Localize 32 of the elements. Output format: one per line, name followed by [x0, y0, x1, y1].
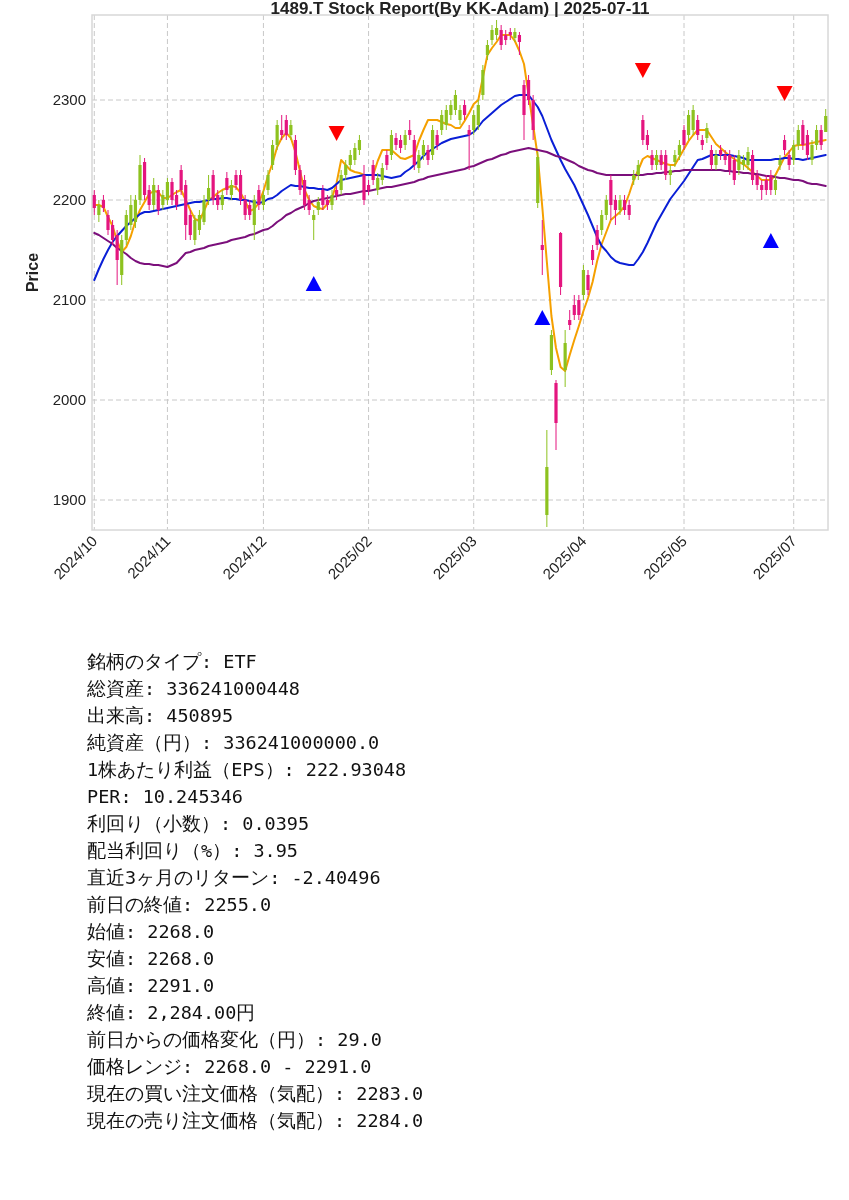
- y-tick-label: 2100: [52, 291, 86, 308]
- point: [534, 310, 551, 325]
- text: 始値: 2268.0: [87, 921, 215, 942]
- point: [776, 86, 793, 101]
- text: 価格レンジ: 2268.0 - 2291.0: [87, 1056, 372, 1077]
- text: 出来高: 450895: [87, 705, 234, 726]
- point: [634, 63, 651, 78]
- text: 総資産: 336241000448: [86, 678, 300, 699]
- text: 終値: 2,284.00円: [86, 1002, 256, 1023]
- y-tick-label: 1900: [52, 491, 86, 508]
- text: 前日からの価格変化（円）: 29.0: [87, 1029, 382, 1050]
- text: 利回り（小数）: 0.0395: [87, 813, 310, 834]
- text: 純資産（円）: 336241000000.0: [87, 732, 380, 753]
- text: 現在の売り注文価格（気配）: 2284.0: [87, 1110, 424, 1131]
- point: [328, 126, 345, 141]
- chart-title: 1489.T Stock Report(By KK-Adam) | 2025-07-11: [270, 0, 650, 18]
- point: [305, 276, 322, 291]
- line-series: [93, 147, 827, 268]
- text: 前日の終値: 2255.0: [87, 894, 272, 915]
- text: 高値: 2291.0: [87, 975, 215, 996]
- text: 1株あたり利益（EPS）: 222.93048: [87, 759, 407, 780]
- y-tick-label: 2300: [52, 91, 86, 108]
- text: 直近3ヶ月のリターン: -2.40496: [87, 867, 381, 888]
- text: 配当利回り（%）: 3.95: [87, 840, 298, 861]
- text: 安値: 2268.0: [87, 948, 215, 969]
- y-tick-label: 2000: [52, 391, 86, 408]
- y-tick-label: 2200: [52, 191, 86, 208]
- text: 現在の買い注文価格（気配）: 2283.0: [87, 1083, 424, 1104]
- text: PER: 10.245346: [87, 786, 243, 807]
- text: 銘柄のタイプ: ETF: [87, 651, 257, 672]
- point: [762, 233, 779, 248]
- y-axis-title: Price: [24, 252, 41, 293]
